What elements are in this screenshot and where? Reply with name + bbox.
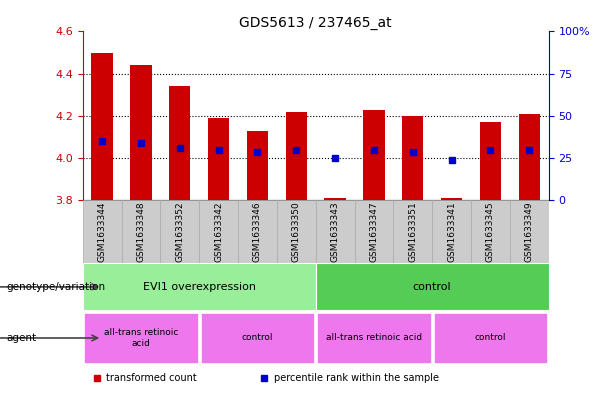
Bar (201, 313, 314, 363)
Text: transformed count: transformed count (106, 373, 197, 383)
Text: genotype/variation: genotype/variation (6, 282, 105, 292)
Text: control: control (474, 334, 506, 342)
Text: GSM1633347: GSM1633347 (370, 202, 378, 262)
Text: GSM1633346: GSM1633346 (253, 202, 262, 262)
Text: GSM1633350: GSM1633350 (292, 202, 301, 262)
Text: all-trans retinoic acid: all-trans retinoic acid (326, 334, 422, 342)
Text: GSM1633343: GSM1633343 (330, 202, 340, 262)
Bar (316, 200, 354, 263)
Bar (83, 263, 316, 310)
Bar (480, 122, 501, 200)
Text: GSM1633351: GSM1633351 (408, 202, 417, 262)
Bar (286, 112, 307, 200)
Bar (394, 200, 432, 263)
Text: GSM1633344: GSM1633344 (97, 202, 107, 262)
Text: GSM1633352: GSM1633352 (175, 202, 185, 262)
Text: GSM1633348: GSM1633348 (137, 202, 145, 262)
Text: GSM1633342: GSM1633342 (214, 202, 223, 262)
Text: agent: agent (6, 333, 36, 343)
Text: percentile rank within the sample: percentile rank within the sample (274, 373, 439, 383)
Bar (131, 65, 151, 200)
Title: GDS5613 / 237465_at: GDS5613 / 237465_at (240, 17, 392, 30)
Text: control: control (413, 282, 452, 292)
Bar (161, 200, 199, 263)
Bar (519, 114, 540, 200)
Bar (247, 131, 268, 200)
Bar (169, 86, 191, 200)
Bar (85, 313, 197, 363)
Bar (121, 200, 161, 263)
Bar (432, 200, 471, 263)
Text: GSM1633341: GSM1633341 (447, 202, 456, 262)
Bar (199, 200, 238, 263)
Bar (402, 116, 424, 200)
Text: GSM1633345: GSM1633345 (486, 202, 495, 262)
Bar (324, 198, 346, 200)
Bar (364, 110, 384, 200)
Bar (471, 200, 510, 263)
Text: all-trans retinoic
acid: all-trans retinoic acid (104, 328, 178, 348)
Bar (434, 313, 547, 363)
Text: control: control (242, 334, 273, 342)
Bar (318, 313, 430, 363)
Bar (316, 263, 549, 310)
Bar (510, 200, 549, 263)
Bar (208, 118, 229, 200)
Text: GSM1633349: GSM1633349 (525, 202, 534, 262)
Bar (238, 200, 277, 263)
Bar (354, 200, 394, 263)
Bar (441, 198, 462, 200)
Text: EVI1 overexpression: EVI1 overexpression (143, 282, 256, 292)
Bar (83, 200, 121, 263)
Bar (91, 53, 113, 200)
Bar (277, 200, 316, 263)
